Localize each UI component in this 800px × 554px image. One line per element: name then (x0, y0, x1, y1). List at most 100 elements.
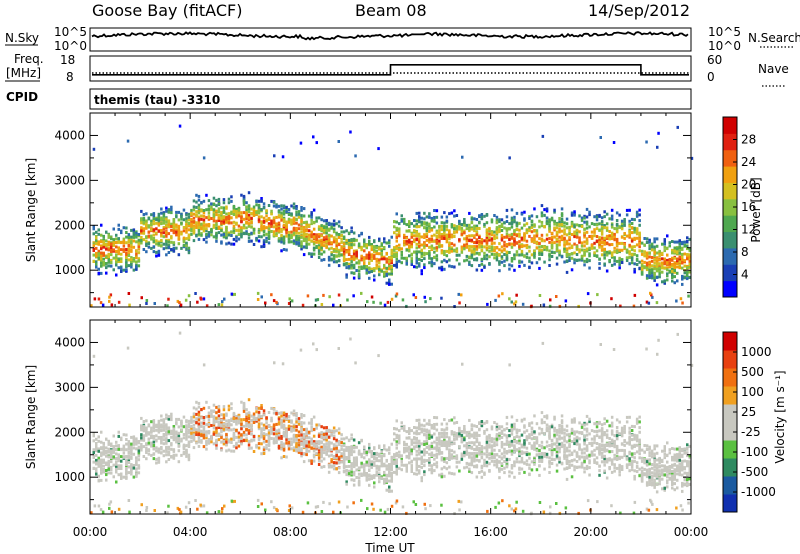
power-cell (383, 274, 386, 278)
power-cell (140, 236, 143, 239)
power-cell (505, 235, 509, 239)
velocity-cell (105, 469, 108, 472)
velocity-cell (290, 441, 293, 445)
power-cell (485, 237, 489, 241)
velocity-cell (232, 427, 236, 431)
power-cell (618, 256, 621, 260)
power-cell (132, 245, 136, 249)
power-cell (653, 245, 656, 249)
power-cell (445, 215, 449, 219)
power-cell (563, 237, 566, 241)
velocity-cell (225, 419, 228, 423)
power-cell (485, 246, 489, 250)
power-cell (661, 280, 664, 284)
power-cell (292, 218, 296, 222)
power-cell (92, 253, 95, 257)
power-cell (390, 248, 393, 252)
power-cell (590, 244, 594, 247)
power-cell (130, 243, 133, 247)
power-cell (613, 227, 616, 231)
velocity-cell (217, 420, 221, 424)
power-cell (307, 229, 311, 233)
velocity-cell (285, 428, 288, 432)
power-cell (290, 230, 293, 234)
velocity-cell (197, 413, 201, 417)
power-cell (378, 269, 381, 273)
power-cell (583, 259, 586, 263)
power-cell (302, 234, 306, 238)
velocity-cell (255, 445, 258, 449)
power-cell (240, 215, 243, 219)
power-cell (528, 266, 531, 270)
power-cell (195, 221, 198, 225)
power-cell (560, 217, 564, 221)
power-cell (588, 252, 591, 256)
power-cell (272, 220, 276, 224)
velocity-cell (180, 424, 183, 428)
power-cell (92, 260, 95, 263)
power-cell (237, 237, 241, 241)
power-cell (187, 246, 191, 250)
power-cell (598, 236, 601, 240)
velocity-cell (225, 427, 228, 431)
power-cell (327, 241, 331, 245)
power-cell (543, 247, 546, 251)
power-cell (140, 231, 143, 235)
power-cell (633, 230, 636, 234)
power-cell (237, 232, 241, 236)
power-cell (117, 300, 121, 304)
power-cell (666, 274, 669, 278)
velocity-cell (240, 427, 243, 431)
power-cell (500, 255, 504, 259)
colorbar-swatch (723, 117, 737, 134)
velocity-cell (150, 435, 153, 439)
power-cell (588, 266, 591, 270)
power-cell (242, 217, 246, 221)
power-cell (105, 239, 108, 243)
power-cell (628, 255, 631, 259)
velocity-cell (130, 452, 133, 456)
power-cell (202, 224, 206, 228)
power-cell (395, 244, 398, 248)
velocity-cell (147, 449, 151, 453)
velocity-cell (287, 420, 291, 423)
velocity-cell (157, 460, 161, 464)
power-cell (393, 225, 396, 229)
power-cell (287, 302, 291, 305)
power-cell (347, 257, 351, 261)
velocity-cell (135, 463, 138, 467)
power-cell (598, 239, 601, 243)
velocity-cell (100, 478, 103, 482)
velocity-cell (92, 439, 95, 443)
power-cell (135, 231, 138, 235)
power-cell (410, 253, 413, 257)
power-cell (420, 235, 423, 239)
velocity-cell (220, 420, 223, 424)
power-cell (285, 210, 288, 214)
velocity-cell (130, 450, 133, 454)
power-cell (195, 205, 198, 209)
velocity-cell (185, 451, 188, 455)
velocity-cell (170, 435, 173, 439)
power-cell (648, 271, 651, 275)
power-cell (207, 211, 211, 215)
power-cell (130, 228, 133, 232)
power-cell (513, 253, 516, 257)
power-cell (435, 257, 439, 261)
power-cell (352, 255, 356, 259)
power-cell (125, 253, 128, 257)
power-cell (197, 206, 201, 210)
power-cell (325, 225, 328, 229)
power-cell (385, 241, 388, 245)
power-cell (240, 226, 243, 230)
power-cell (585, 215, 589, 219)
velocity-cell (212, 415, 216, 419)
power-cell (615, 249, 619, 253)
power-cell (428, 250, 431, 253)
power-cell (433, 255, 436, 259)
power-cell (380, 257, 383, 261)
power-cell (357, 244, 361, 248)
power-cell (335, 233, 338, 237)
velocity-cell (180, 439, 183, 443)
velocity-cell (92, 434, 95, 438)
